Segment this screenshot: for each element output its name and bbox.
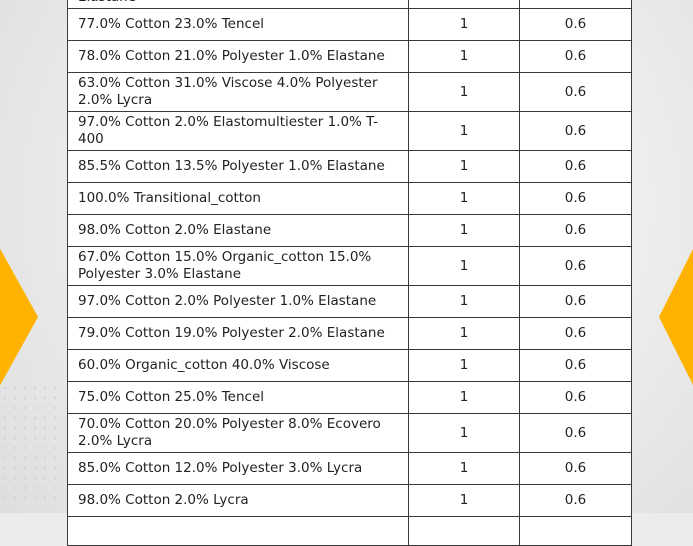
value-cell: 0.6 bbox=[519, 8, 632, 41]
value-cell: 0.6 bbox=[519, 484, 632, 517]
composition-cell: 78.0% Cotton 21.0% Polyester 1.0% Elasta… bbox=[67, 40, 409, 73]
dot-pattern-decoration bbox=[0, 383, 60, 503]
value-cell: 1 bbox=[408, 246, 520, 286]
composition-cell: 97.0% Cotton 2.0% Elastomultiester 1.0% … bbox=[67, 111, 409, 151]
value-cell: 1 bbox=[408, 317, 520, 350]
value-cell: 1 bbox=[408, 214, 520, 247]
composition-cell: 98.0% Cotton 2.0% Lycra bbox=[67, 484, 409, 517]
value-cell bbox=[519, 516, 632, 546]
value-cell: 1 bbox=[408, 8, 520, 41]
value-cell: 1 bbox=[408, 182, 520, 215]
value-cell: 1 bbox=[408, 381, 520, 414]
table-row: 60.0% Organic_cotton 40.0% Viscose 1 0.6 bbox=[67, 349, 632, 382]
table-row: 63.0% Cotton 31.0% Viscose 4.0% Polyeste… bbox=[67, 72, 632, 112]
composition-cell: 100.0% Transitional_cotton bbox=[67, 182, 409, 215]
value-cell: 1 bbox=[408, 349, 520, 382]
composition-cell: 79.0% Cotton 19.0% Polyester 2.0% Elasta… bbox=[67, 317, 409, 350]
value-cell: 1 bbox=[408, 72, 520, 112]
composition-cell: 67.0% Cotton 15.0% Organic_cotton 15.0% … bbox=[67, 246, 409, 286]
value-cell: 0.6 bbox=[519, 182, 632, 215]
composition-cell: 77.0% Cotton 23.0% Tencel bbox=[67, 8, 409, 41]
composition-cell bbox=[67, 516, 409, 546]
composition-cell: Elastane bbox=[67, 0, 409, 9]
value-cell: 0.6 bbox=[519, 150, 632, 183]
value-cell: 0.6 bbox=[519, 246, 632, 286]
value-cell: 0.6 bbox=[519, 214, 632, 247]
table-row: 79.0% Cotton 19.0% Polyester 2.0% Elasta… bbox=[67, 317, 632, 350]
table-row: 78.0% Cotton 21.0% Polyester 1.0% Elasta… bbox=[67, 40, 632, 73]
value-cell: 1 bbox=[408, 413, 520, 453]
value-cell bbox=[408, 516, 520, 546]
value-cell: 0.6 bbox=[519, 381, 632, 414]
table-row: 77.0% Cotton 23.0% Tencel 1 0.6 bbox=[67, 8, 632, 41]
value-cell: 0.6 bbox=[519, 111, 632, 151]
table-row: 85.0% Cotton 12.0% Polyester 3.0% Lycra … bbox=[67, 452, 632, 485]
table-row: 67.0% Cotton 15.0% Organic_cotton 15.0% … bbox=[67, 246, 632, 286]
value-cell: 1 bbox=[408, 40, 520, 73]
composition-table: Elastane 77.0% Cotton 23.0% Tencel 1 0.6… bbox=[67, 0, 632, 546]
table-row: 100.0% Transitional_cotton 1 0.6 bbox=[67, 182, 632, 215]
composition-cell: 85.0% Cotton 12.0% Polyester 3.0% Lycra bbox=[67, 452, 409, 485]
value-cell: 0.6 bbox=[519, 452, 632, 485]
value-cell: 1 bbox=[408, 111, 520, 151]
right-arrow-decoration bbox=[659, 245, 693, 389]
value-cell: 0.6 bbox=[519, 285, 632, 318]
table-row: 75.0% Cotton 25.0% Tencel 1 0.6 bbox=[67, 381, 632, 414]
value-cell: 0.6 bbox=[519, 72, 632, 112]
composition-cell: 85.5% Cotton 13.5% Polyester 1.0% Elasta… bbox=[67, 150, 409, 183]
value-cell bbox=[408, 0, 520, 9]
composition-cell: 97.0% Cotton 2.0% Polyester 1.0% Elastan… bbox=[67, 285, 409, 318]
value-cell: 0.6 bbox=[519, 349, 632, 382]
composition-cell: 75.0% Cotton 25.0% Tencel bbox=[67, 381, 409, 414]
value-cell: 1 bbox=[408, 150, 520, 183]
value-cell: 0.6 bbox=[519, 413, 632, 453]
table-row: Elastane bbox=[67, 0, 632, 9]
value-cell: 1 bbox=[408, 484, 520, 517]
composition-cell: 60.0% Organic_cotton 40.0% Viscose bbox=[67, 349, 409, 382]
table-row: 98.0% Cotton 2.0% Elastane 1 0.6 bbox=[67, 214, 632, 247]
value-cell: 0.6 bbox=[519, 317, 632, 350]
value-cell: 1 bbox=[408, 452, 520, 485]
composition-cell: 98.0% Cotton 2.0% Elastane bbox=[67, 214, 409, 247]
table-row: 85.5% Cotton 13.5% Polyester 1.0% Elasta… bbox=[67, 150, 632, 183]
left-arrow-decoration bbox=[0, 245, 38, 389]
table-row bbox=[67, 516, 632, 546]
table-row: 97.0% Cotton 2.0% Elastomultiester 1.0% … bbox=[67, 111, 632, 151]
table-row: 98.0% Cotton 2.0% Lycra 1 0.6 bbox=[67, 484, 632, 517]
composition-cell: 63.0% Cotton 31.0% Viscose 4.0% Polyeste… bbox=[67, 72, 409, 112]
composition-cell: 70.0% Cotton 20.0% Polyester 8.0% Ecover… bbox=[67, 413, 409, 453]
value-cell bbox=[519, 0, 632, 9]
value-cell: 0.6 bbox=[519, 40, 632, 73]
table-row: 97.0% Cotton 2.0% Polyester 1.0% Elastan… bbox=[67, 285, 632, 318]
value-cell: 1 bbox=[408, 285, 520, 318]
table-row: 70.0% Cotton 20.0% Polyester 8.0% Ecover… bbox=[67, 413, 632, 453]
